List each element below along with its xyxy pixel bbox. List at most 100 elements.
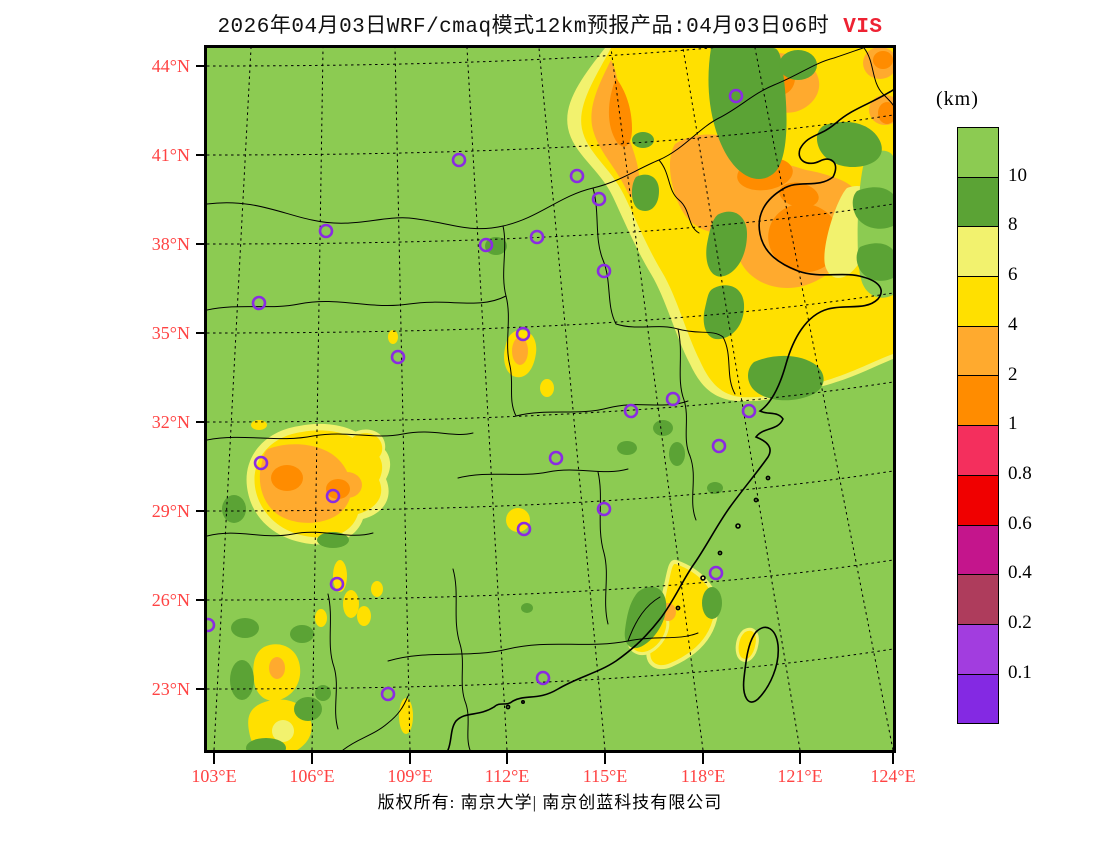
colorbar-tick-label: 2 — [1008, 363, 1018, 385]
longitude-tick — [604, 753, 606, 764]
island — [675, 605, 681, 611]
city-marker — [318, 223, 334, 239]
longitude-tick-label: 112°E — [484, 766, 530, 786]
contour-region — [521, 603, 533, 613]
lon-gridline — [754, 48, 893, 750]
contour-region — [669, 442, 685, 466]
contour-core — [878, 102, 893, 124]
graticule — [207, 48, 893, 750]
lon-gridline — [610, 48, 704, 750]
city-marker — [515, 326, 531, 342]
city-marker — [665, 391, 681, 407]
boundary-line — [457, 468, 629, 479]
contour-region — [246, 738, 286, 750]
colorbar-segment — [958, 326, 998, 377]
island — [765, 475, 771, 481]
colorbar-tick-label: 1 — [1008, 413, 1018, 435]
contour-region — [259, 444, 352, 523]
latitude-tick — [196, 688, 206, 690]
longitude-tick-label: 106°E — [289, 766, 335, 786]
city-marker — [548, 450, 564, 466]
contour-region — [315, 685, 331, 701]
city-marker — [741, 403, 757, 419]
latitude-tick-label: 23°N — [151, 679, 190, 699]
contour-region — [702, 587, 722, 619]
colorbar-tick-label: 0.4 — [1008, 562, 1032, 584]
contour-region — [707, 482, 723, 494]
city-marker — [478, 237, 494, 253]
latitude-tick — [196, 599, 206, 601]
contour-region — [272, 720, 294, 742]
city-marker — [708, 565, 724, 581]
city-marker — [207, 617, 216, 633]
contour-region — [317, 532, 349, 548]
latitude-tick — [196, 510, 206, 512]
contour-region — [816, 121, 882, 168]
boundary-line — [515, 400, 689, 417]
contour-spot — [388, 330, 398, 344]
city-marker — [329, 576, 345, 592]
colorbar-tick-label: 0.8 — [1008, 462, 1032, 484]
boundary-line — [207, 48, 864, 230]
colorbar-tick-label: 6 — [1008, 264, 1018, 286]
latitude-tick-label: 32°N — [151, 412, 190, 432]
colorbar — [957, 127, 999, 725]
latitude-tick-label: 29°N — [151, 501, 190, 521]
boundary-line — [627, 596, 661, 642]
latitude-tick — [196, 154, 206, 156]
city-markers — [207, 88, 757, 702]
city-marker — [535, 670, 551, 686]
longitude-tick — [506, 753, 508, 764]
colorbar-tick-label: 0.2 — [1008, 612, 1032, 633]
contour-spot — [371, 581, 383, 597]
colorbar-tick-label: 8 — [1008, 214, 1018, 236]
boundary-line — [207, 531, 374, 537]
coastline-taiwan — [742, 626, 780, 703]
contour-region — [852, 187, 893, 229]
colorbar-segment — [958, 475, 998, 526]
boundary-line — [597, 471, 609, 625]
colorbar-tick-label: 0.6 — [1008, 512, 1032, 534]
boundary-line — [452, 568, 467, 705]
contour-region — [230, 660, 254, 700]
colorbar-segment — [958, 525, 998, 576]
longitude-tick-label: 103°E — [191, 766, 237, 786]
island — [753, 497, 759, 503]
title-text: 2026年04月03日WRF/cmaq模式12km预报产品:04月03日06时 — [217, 16, 830, 39]
boundary-line — [342, 695, 409, 750]
longitude-tick-label: 121°E — [777, 766, 823, 786]
colorbar-segment — [958, 376, 998, 427]
contour-core — [779, 182, 819, 208]
contour-core — [873, 51, 893, 69]
latitude-tick — [196, 243, 206, 245]
contour-region — [708, 48, 787, 180]
longitude-tick — [892, 753, 894, 764]
contour-region — [294, 697, 322, 721]
contour-region — [703, 285, 745, 340]
boundary-line — [677, 328, 691, 457]
contour-region — [624, 586, 667, 649]
latitude-tick — [196, 65, 206, 67]
boundary-line — [689, 455, 697, 521]
boundary-line — [722, 336, 736, 395]
contour-region — [617, 441, 637, 455]
island — [505, 704, 511, 710]
forecast-map — [207, 48, 893, 750]
variable-label: VIS — [843, 16, 883, 39]
contour-spot — [251, 420, 267, 430]
contour-region — [231, 618, 259, 638]
contour-region — [706, 211, 747, 277]
longitude-tick — [702, 753, 704, 764]
coastline — [447, 89, 893, 750]
contour-spot — [357, 606, 371, 626]
contour-region — [290, 625, 314, 643]
contour-region — [653, 420, 673, 436]
city-marker — [380, 686, 396, 702]
province-boundaries — [207, 48, 893, 750]
colorbar-tick-label: 4 — [1008, 313, 1018, 335]
longitude-tick — [213, 753, 215, 764]
colorbar-segment — [958, 128, 998, 178]
contour-region — [779, 50, 817, 80]
colorbar-segment — [958, 624, 998, 675]
longitude-tick-label: 109°E — [387, 766, 433, 786]
